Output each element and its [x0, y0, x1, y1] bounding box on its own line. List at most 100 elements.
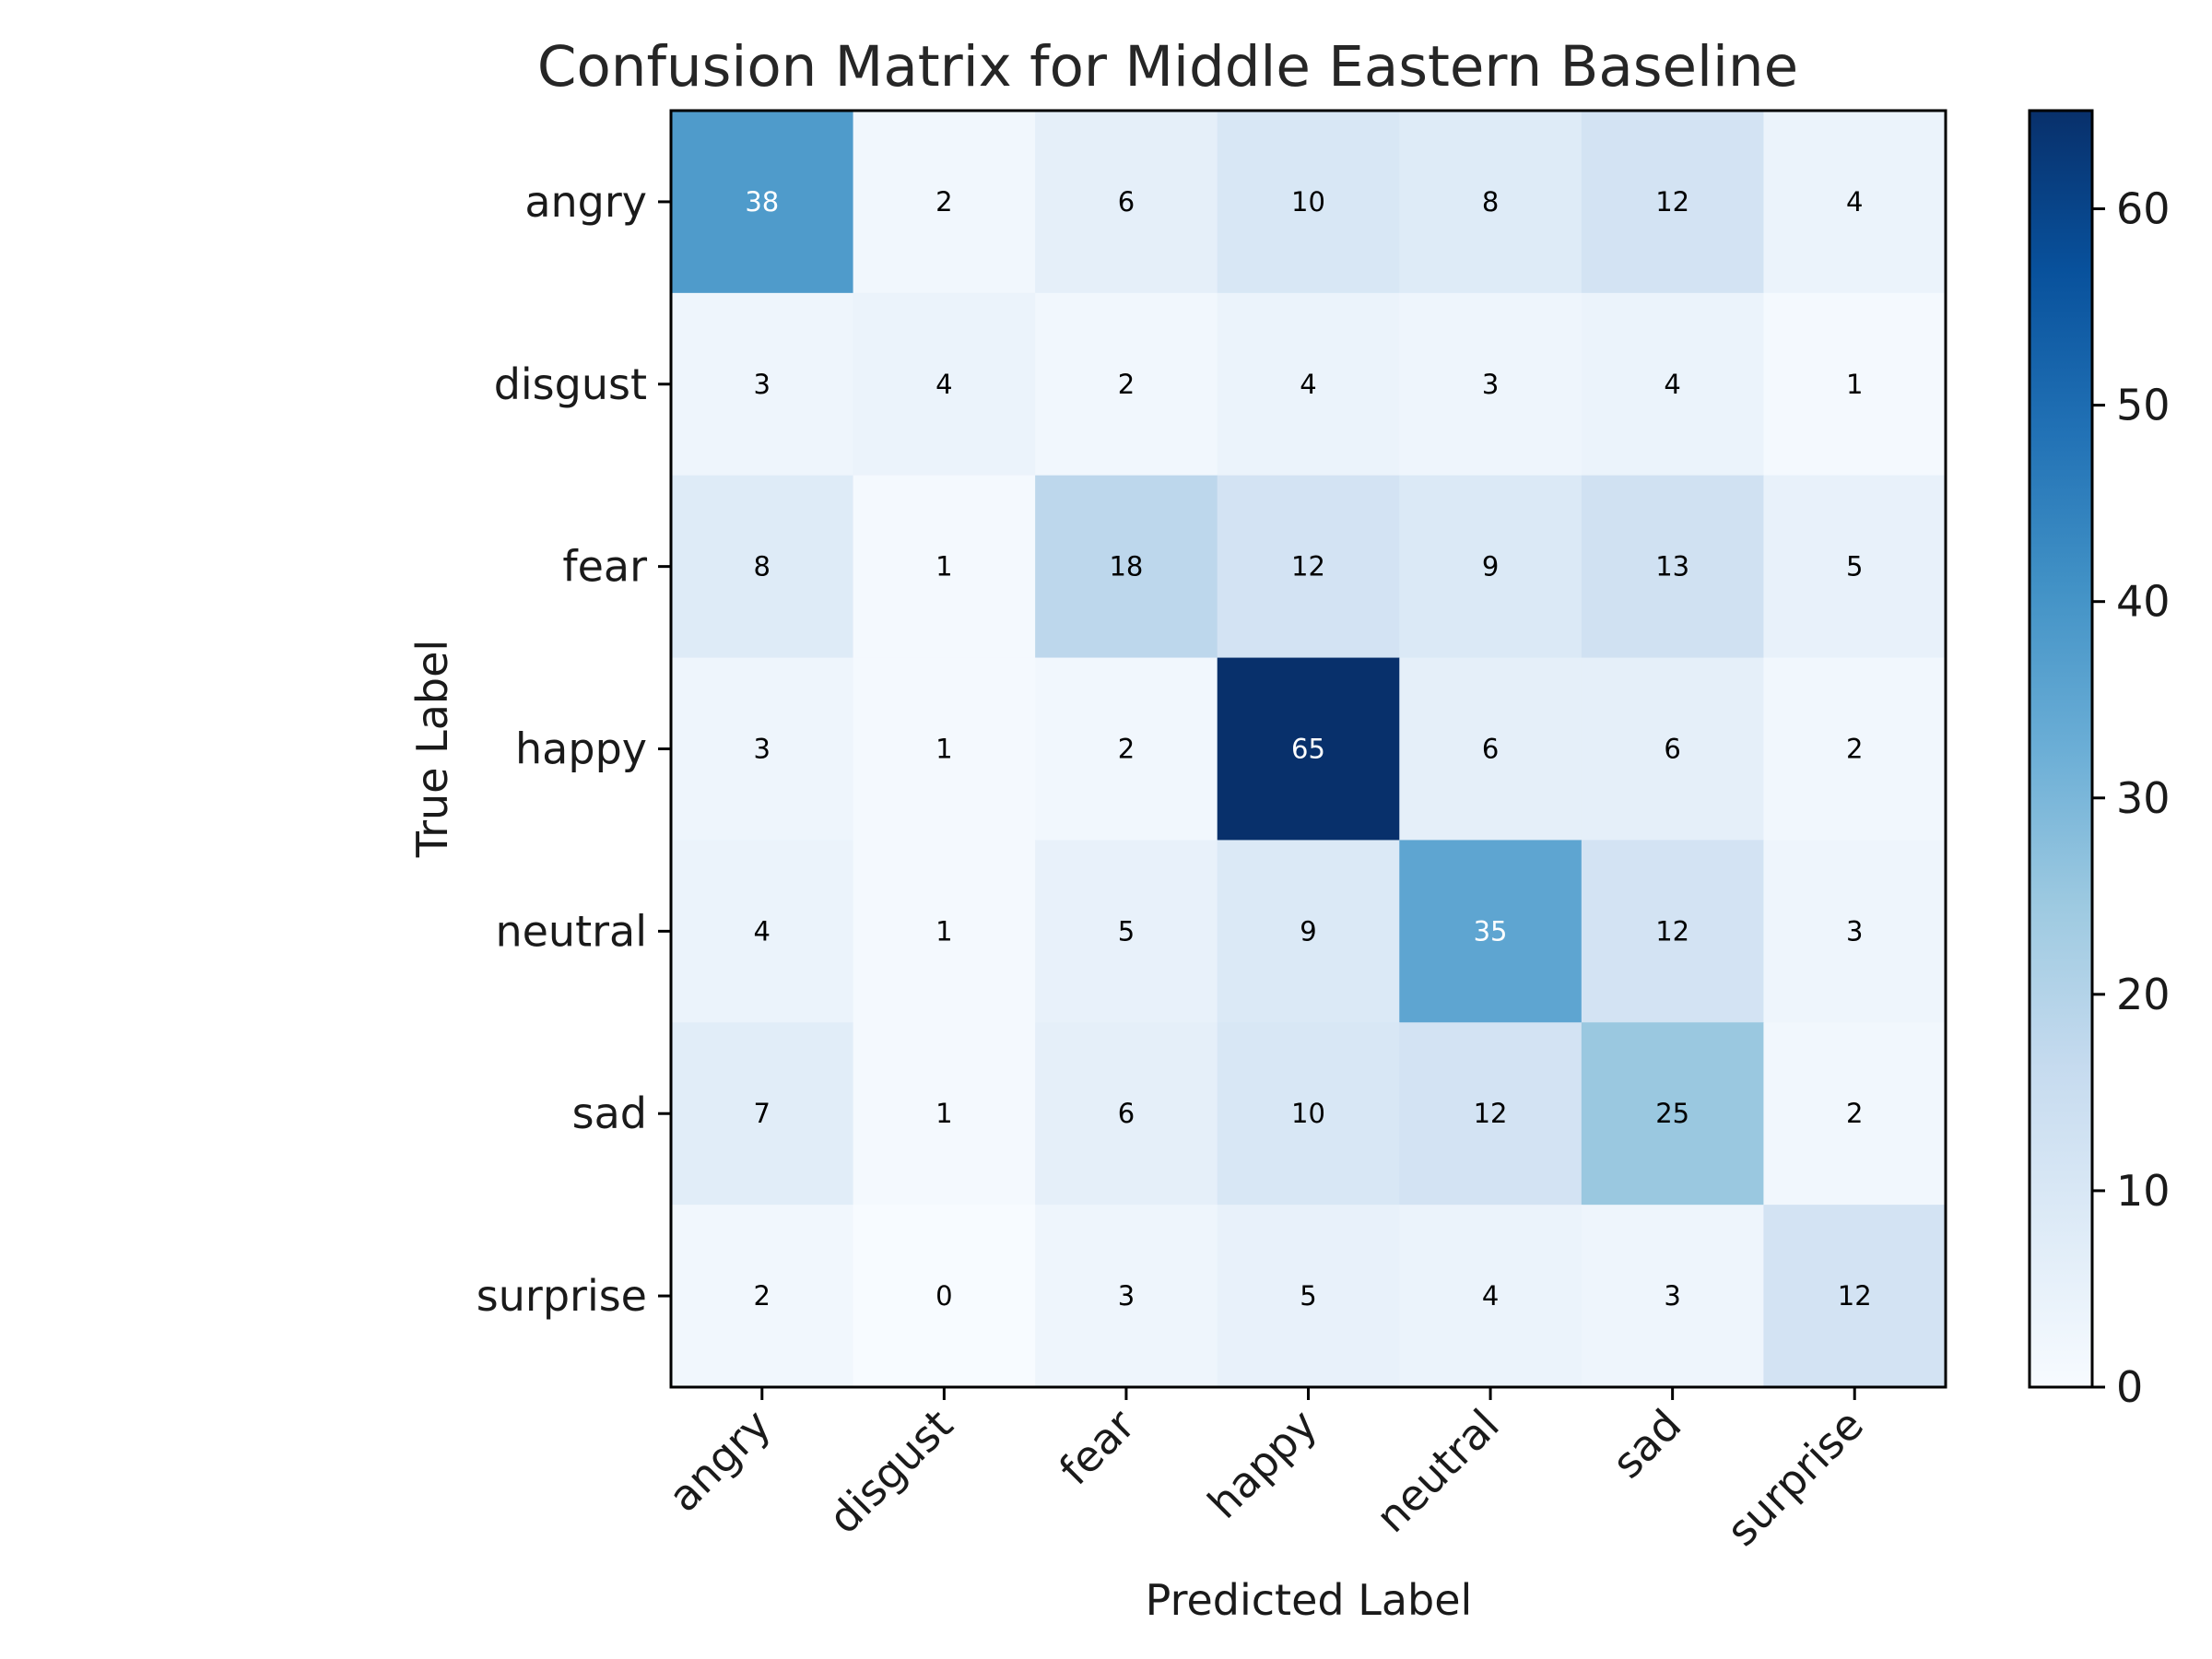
cell-value-label: 12 [1838, 1280, 1872, 1312]
heatmap-cell [1217, 840, 1400, 1023]
heatmap-cell [853, 1022, 1036, 1206]
x-axis-label: Predicted Label [1146, 1575, 1473, 1625]
heatmap-cell [1399, 1022, 1583, 1206]
y-axis-label: True Label [407, 640, 457, 858]
cell-value-label: 4 [1482, 1280, 1499, 1312]
heatmap-cell [1581, 840, 1765, 1023]
heatmap-cell [1763, 111, 1947, 294]
cell-value-label: 35 [1474, 915, 1508, 947]
heatmap-cell [1399, 111, 1583, 294]
x-tick-label: happy [1198, 1400, 1326, 1528]
heatmap-cell [1763, 1022, 1947, 1206]
cell-value-label: 5 [1846, 551, 1863, 582]
cell-value-label: 4 [935, 369, 952, 400]
heatmap-cell [1763, 292, 1947, 477]
y-tick-label: surprise [477, 1271, 647, 1321]
heatmap-cell [1581, 1022, 1765, 1206]
y-axis-ticks: angry disgust fear happy neutral sad surprise [477, 177, 671, 1321]
cell-value-label: 3 [754, 369, 771, 400]
heatmap-cell [1035, 292, 1218, 477]
cell-value-label: 6 [1118, 1098, 1135, 1129]
colorbar-tick-label: 10 [2116, 1166, 2171, 1216]
heatmap-cells [671, 111, 1947, 1388]
cell-value-label: 8 [1482, 186, 1499, 218]
cell-value-label: 10 [1291, 1098, 1325, 1129]
chart-title: Confusion Matrix for Middle Eastern Base… [537, 34, 1798, 100]
cell-value-label: 10 [1291, 186, 1325, 218]
cell-value-labels: 38 2 6 10 8 12 43 4 2 4 3 4 18 1 18 12 9 13 53 1 2 65 6 6 24 1 5 9 3… [745, 186, 1871, 1312]
heatmap-cell [853, 292, 1036, 477]
heatmap-cell [671, 840, 854, 1023]
x-tick-label: surprise [1717, 1400, 1873, 1556]
y-tick-label: sad [572, 1088, 647, 1138]
cell-value-label: 12 [1655, 915, 1689, 947]
heatmap-cell [671, 657, 854, 841]
heatmap-cell [1035, 111, 1218, 294]
cell-value-label: 12 [1291, 551, 1325, 582]
heatmap-cell [1399, 840, 1583, 1023]
cell-value-label: 1 [935, 915, 952, 947]
y-tick-label: happy [515, 724, 647, 774]
heatmap-cell [1763, 475, 1947, 659]
heatmap-cell [1035, 475, 1218, 659]
cell-value-label: 12 [1655, 186, 1689, 218]
cell-value-label: 9 [1482, 551, 1499, 582]
cell-value-label: 5 [1118, 915, 1135, 947]
cell-value-label: 2 [1118, 369, 1135, 400]
colorbar [2028, 109, 2094, 1389]
x-tick-label: disgust [818, 1400, 962, 1544]
cell-value-label: 1 [935, 551, 952, 582]
cell-value-label: 7 [754, 1098, 771, 1129]
heatmap-cell [1399, 475, 1583, 659]
heatmap-cell [1399, 657, 1583, 841]
cell-value-label: 2 [1118, 734, 1135, 765]
heatmap-cell [1217, 1205, 1400, 1388]
cell-value-label: 8 [754, 551, 771, 582]
colorbar-tick-label: 40 [2116, 577, 2171, 627]
cell-value-label: 6 [1664, 734, 1680, 765]
heatmap-cell [671, 1022, 854, 1206]
colorbar-tick-label: 20 [2116, 970, 2171, 1019]
cell-value-label: 1 [935, 1098, 952, 1129]
cell-value-label: 3 [1118, 1280, 1135, 1312]
cell-value-label: 6 [1118, 186, 1135, 218]
y-tick-label: disgust [494, 359, 647, 409]
heatmap-cell [853, 657, 1036, 841]
cell-value-label: 4 [1300, 369, 1316, 400]
cell-value-label: 4 [754, 915, 771, 947]
cell-value-label: 2 [754, 1280, 771, 1312]
heatmap-cell [853, 111, 1036, 294]
cell-value-label: 25 [1655, 1098, 1689, 1129]
y-tick-label: angry [524, 177, 647, 227]
cell-value-label: 6 [1482, 734, 1499, 765]
x-tick-label: neutral [1366, 1400, 1509, 1543]
heatmap-cell [853, 840, 1036, 1023]
heatmap-cell [1217, 292, 1400, 477]
heatmap-cell [671, 111, 854, 294]
cell-value-label: 18 [1109, 551, 1143, 582]
cell-value-label: 3 [1664, 1280, 1680, 1312]
cell-value-label: 13 [1655, 551, 1689, 582]
heatmap-cell [1217, 657, 1400, 841]
heatmap-cell [1399, 292, 1583, 477]
heatmap-cell [1763, 1205, 1947, 1388]
cell-value-label: 3 [1846, 915, 1863, 947]
colorbar-tick-label: 50 [2116, 381, 2171, 430]
plot-frame [669, 109, 1947, 1389]
heatmap-cell [1581, 292, 1765, 477]
colorbar-tick-label: 30 [2116, 773, 2171, 823]
heatmap-cell [1035, 840, 1218, 1023]
cell-value-label: 9 [1300, 915, 1316, 947]
heatmap-cell [1763, 657, 1947, 841]
heatmap-cell [1399, 1205, 1583, 1388]
cell-value-label: 3 [754, 734, 771, 765]
heatmap-cell [1581, 1205, 1765, 1388]
cell-value-label: 2 [1846, 1098, 1863, 1129]
colorbar-tick-label: 0 [2116, 1362, 2143, 1412]
colorbar-ticks: 0 10 20 30 40 50 60 [2092, 184, 2171, 1412]
heatmap-cell [1763, 840, 1947, 1023]
heatmap-cell [1035, 1205, 1218, 1388]
y-tick-label: fear [562, 542, 647, 592]
heatmap-cell [853, 1205, 1036, 1388]
